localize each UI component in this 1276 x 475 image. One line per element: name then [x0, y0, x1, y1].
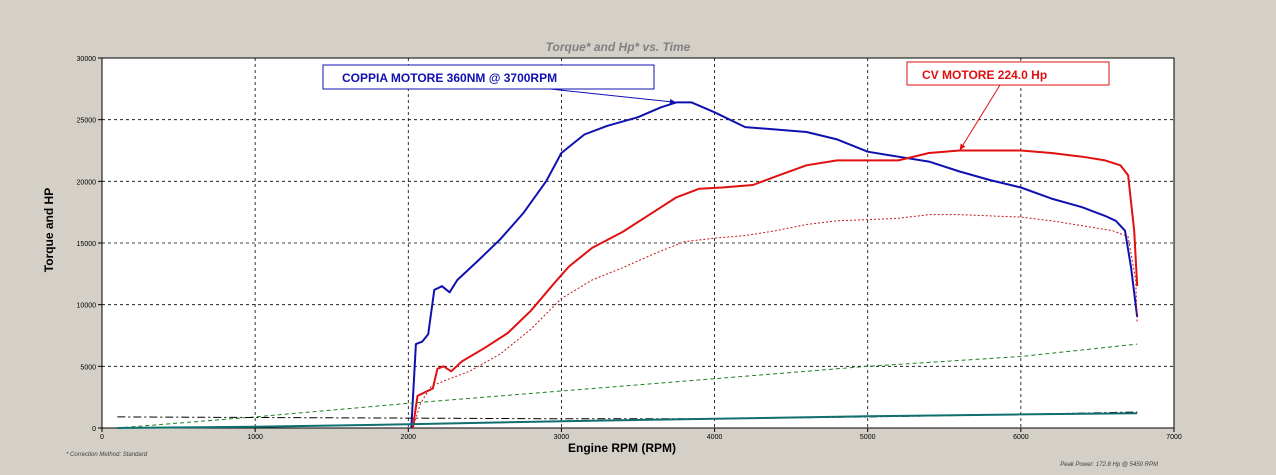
chart-title: Torque* and Hp* vs. Time — [546, 40, 691, 54]
y-tick-label: 15000 — [77, 241, 97, 248]
y-tick-label: 25000 — [77, 118, 97, 125]
y-tick-label: 30000 — [77, 56, 97, 63]
annotation-pointer-2 — [959, 84, 1001, 151]
x-tick-label: 4000 — [707, 434, 723, 441]
tick-labels: 0 1000 2000 3000 4000 5000 6000 7000 0 5000 10000 1… — [77, 56, 1182, 441]
annotation-arrowhead-1 — [669, 99, 677, 105]
x-tick-label: 3000 — [554, 434, 570, 441]
x-tick-label: 6000 — [1013, 434, 1029, 441]
y-tick-label: 10000 — [77, 303, 97, 310]
x-axis-label: Engine RPM (RPM) — [568, 441, 676, 455]
series-line-1 — [410, 101, 1139, 429]
y-tick-label: 5000 — [80, 364, 96, 371]
series-line-4 — [117, 343, 1138, 429]
x-tick-label: 0 — [100, 434, 104, 441]
series-line-5 — [117, 411, 1138, 420]
annotation-pointer-1 — [549, 88, 677, 103]
annotation-box-1 — [322, 64, 655, 90]
annotation-text-2: CV MOTORE 224.0 Hp — [922, 68, 1047, 82]
x-tick-label: 1000 — [247, 434, 263, 441]
series-lines — [117, 101, 1139, 429]
footnote-peak-power: Peak Power: 172.8 Hp @ 5450 RPM — [1060, 462, 1158, 468]
annotations: COPPIA MOTORE 360NM @ 3700RPM CV MOTORE 2… — [322, 61, 1110, 151]
x-tick-label: 7000 — [1166, 434, 1182, 441]
footnote-correction: * Correction Method: Standard — [66, 452, 148, 458]
y-tick-label: 20000 — [77, 179, 97, 186]
series-line-3 — [412, 214, 1138, 429]
series-line-2 — [411, 149, 1139, 429]
y-tick-label: 0 — [92, 426, 96, 433]
x-tick-label: 2000 — [400, 434, 416, 441]
x-tick-label: 5000 — [860, 434, 876, 441]
y-axis-label: Torque and HP — [42, 188, 56, 272]
annotation-arrowhead-2 — [959, 143, 966, 151]
annotation-text-1: COPPIA MOTORE 360NM @ 3700RPM — [342, 71, 557, 85]
series-line-6 — [117, 412, 1138, 429]
annotation-box-2 — [906, 61, 1110, 86]
